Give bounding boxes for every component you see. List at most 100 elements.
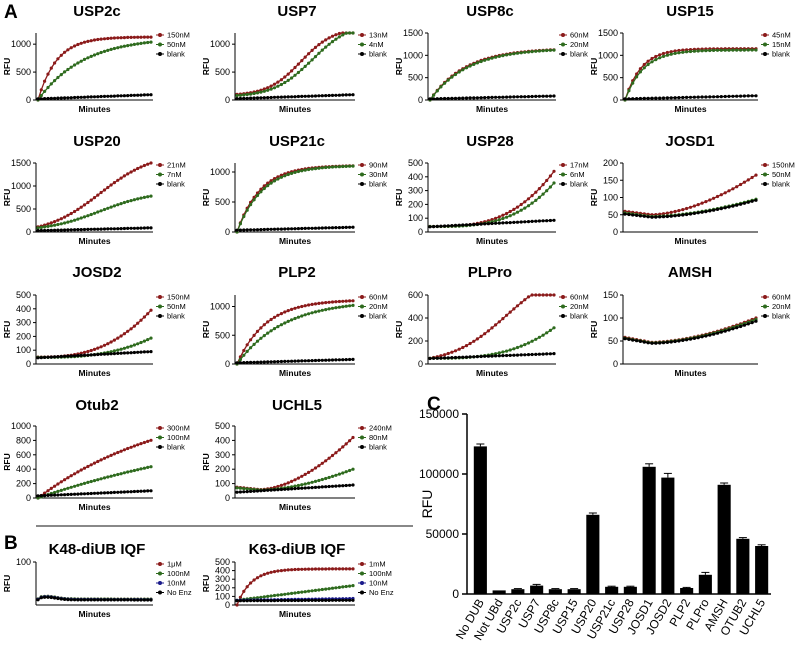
chart-title: AMSH (668, 264, 712, 281)
legend-marker (561, 33, 565, 37)
y-axis-label: RFU (394, 321, 404, 338)
y-axis-label: RFU (589, 58, 599, 75)
series-13nm (235, 31, 355, 96)
legend-marker (360, 426, 364, 430)
y-tick-label: 100 (603, 313, 618, 323)
series-blank (235, 225, 355, 232)
chart-title: UCHL5 (272, 397, 322, 414)
legend-label: 90nM (369, 161, 388, 170)
y-tick-label: 0 (225, 600, 230, 610)
legend-label: 20nM (369, 302, 388, 311)
legend-marker (158, 33, 162, 37)
series-100nm (36, 465, 153, 500)
series-line (37, 41, 152, 101)
y-tick-label: 400 (16, 304, 31, 314)
y-tick-label: 50 (608, 210, 618, 220)
bar-amsh (717, 484, 731, 594)
y-tick-label: 300 (408, 186, 423, 196)
series-1mm (235, 567, 355, 607)
legend-marker (360, 52, 364, 56)
legend-label: 50nM (772, 170, 791, 179)
y-tick-label: 200 (16, 479, 31, 489)
chart-title: Otub2 (75, 397, 118, 414)
panel-label-c: C (427, 394, 441, 415)
series-blank (235, 483, 355, 494)
legend-marker (158, 314, 162, 318)
legend-label: 100nM (369, 569, 392, 578)
series-line (37, 490, 152, 497)
y-tick-label: 1500 (403, 28, 423, 38)
series-line (236, 568, 353, 606)
series-blank (36, 93, 153, 101)
series-15nm (623, 48, 758, 102)
x-axis-label: Minutes (476, 236, 508, 246)
legend-label: 50nM (167, 302, 186, 311)
bar-usp21c (605, 586, 619, 594)
series-240nm (235, 435, 355, 492)
chart-title: K63-diUB IQF (249, 541, 346, 558)
x-axis-label: Minutes (279, 502, 311, 512)
legend-label: blank (369, 443, 387, 452)
series-line (624, 199, 757, 218)
legend-marker (360, 33, 364, 37)
series-line (236, 358, 354, 364)
legend-marker (561, 42, 565, 47)
legend-label: 13nM (369, 31, 388, 40)
series-line (624, 49, 756, 101)
legend-marker (763, 163, 767, 167)
legend-label: blank (167, 180, 185, 189)
legend-marker (158, 562, 162, 566)
series-line (37, 350, 152, 359)
legend-marker (158, 42, 162, 47)
y-tick-label: 0 (26, 359, 31, 369)
y-axis-label: RFU (589, 189, 599, 206)
series-blank (623, 94, 758, 101)
series-line (429, 95, 555, 100)
y-tick-label: 150 (603, 175, 618, 185)
series-line (37, 439, 152, 499)
x-axis-label: Minutes (78, 368, 110, 378)
legend-marker (158, 304, 162, 309)
y-tick-label: 100 (215, 591, 230, 601)
series-line (236, 300, 354, 365)
series-line (236, 165, 354, 233)
charts-layer: USP2c05001000MinutesRFU150nM50nMblankUSP… (2, 3, 795, 643)
y-tick-label: 400 (408, 172, 423, 182)
y-tick-label: 1000 (210, 39, 230, 49)
chart-title: PLPro (468, 264, 512, 281)
series-60nm (235, 299, 355, 366)
series-line (236, 584, 354, 601)
legend-marker (158, 445, 162, 449)
series-line (624, 174, 757, 216)
series-50nm (36, 40, 153, 102)
y-tick-label: 100 (603, 193, 618, 203)
legend-label: blank (167, 50, 185, 59)
chart-title: USP7 (277, 3, 316, 20)
legend-marker (158, 426, 162, 430)
legend-marker (360, 590, 364, 595)
y-tick-label: 200 (16, 331, 31, 341)
y-axis-label: RFU (2, 575, 12, 592)
y-tick-label: 100 (408, 213, 423, 223)
bar-josd2 (661, 477, 675, 594)
legend-label: 10nM (167, 579, 186, 588)
y-tick-label: 500 (215, 67, 230, 77)
series-blank (36, 489, 153, 498)
series-150nm (36, 35, 153, 102)
legend-marker (360, 435, 364, 440)
y-tick-label: 0 (225, 359, 230, 369)
legend-marker (158, 182, 162, 186)
x-axis-label: Minutes (674, 368, 706, 378)
y-tick-label: 150000 (419, 407, 459, 421)
y-tick-label: 1500 (11, 158, 31, 168)
series-60nm (428, 48, 556, 102)
y-tick-label: 300 (16, 318, 31, 328)
y-tick-label: 500 (16, 67, 31, 77)
y-tick-label: 200 (215, 583, 230, 593)
y-axis-label: RFU (201, 321, 211, 338)
legend-label: 6nM (570, 170, 585, 179)
legend-label: 50nM (167, 40, 186, 49)
